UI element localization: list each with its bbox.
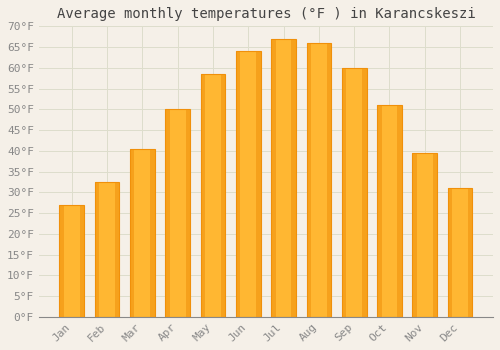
Bar	[398, 105, 402, 317]
Bar	[115, 182, 119, 317]
Bar	[468, 188, 472, 317]
Bar	[412, 153, 437, 317]
Bar	[94, 182, 120, 317]
Bar	[342, 68, 366, 317]
Bar	[256, 51, 260, 317]
Bar	[306, 43, 311, 317]
Bar	[130, 149, 134, 317]
Bar	[327, 43, 331, 317]
Bar	[412, 153, 417, 317]
Bar	[271, 39, 296, 317]
Bar	[432, 153, 437, 317]
Bar	[166, 109, 170, 317]
Bar	[236, 51, 260, 317]
Bar	[377, 105, 402, 317]
Bar	[60, 205, 64, 317]
Bar	[362, 68, 366, 317]
Bar	[292, 39, 296, 317]
Bar	[448, 188, 452, 317]
Bar	[306, 43, 331, 317]
Title: Average monthly temperatures (°F ) in Karancskeszi: Average monthly temperatures (°F ) in Ka…	[56, 7, 476, 21]
Bar	[377, 105, 382, 317]
Bar	[271, 39, 276, 317]
Bar	[60, 205, 84, 317]
Bar	[200, 74, 205, 317]
Bar	[80, 205, 84, 317]
Bar	[221, 74, 226, 317]
Bar	[200, 74, 226, 317]
Bar	[448, 188, 472, 317]
Bar	[342, 68, 346, 317]
Bar	[150, 149, 155, 317]
Bar	[186, 109, 190, 317]
Bar	[130, 149, 155, 317]
Bar	[94, 182, 99, 317]
Bar	[236, 51, 240, 317]
Bar	[166, 109, 190, 317]
